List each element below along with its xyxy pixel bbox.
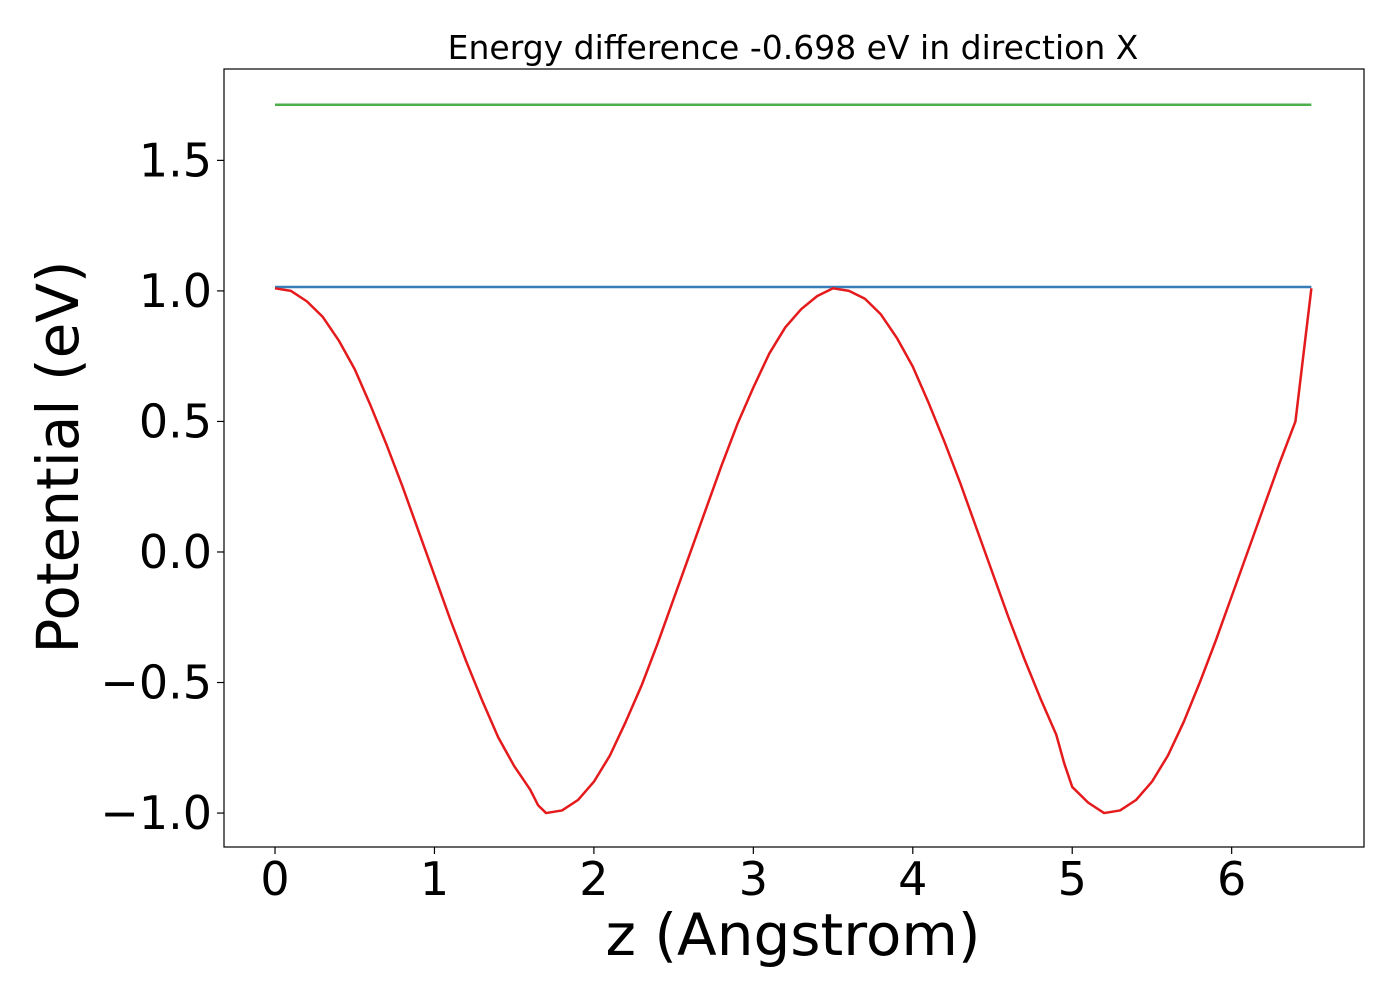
x-axis: 0 1 2 3 4 5 6 — [260, 847, 1246, 906]
y-tick-label: 0.5 — [139, 394, 212, 448]
plot-area — [223, 68, 1365, 848]
x-tick-label: 1 — [420, 852, 449, 906]
series-line-1 — [274, 287, 1313, 815]
x-tick-label: 2 — [579, 852, 608, 906]
y-axis: −1.0 −0.5 0.0 0.5 1.0 1.5 — [100, 133, 224, 840]
y-tick-label: 0.0 — [139, 525, 212, 579]
chart-title: Energy difference -0.698 eV in direction… — [448, 28, 1139, 67]
x-tick-label: 3 — [739, 852, 768, 906]
y-tick-label: −1.0 — [100, 786, 212, 840]
series-layer — [274, 103, 1313, 815]
x-axis-title: z (Angstrom) — [606, 901, 981, 969]
y-axis-title: Potential (eV) — [24, 260, 92, 653]
x-tick-label: 5 — [1058, 852, 1087, 906]
x-tick-label: 4 — [898, 852, 927, 906]
x-tick-label: 0 — [260, 852, 289, 906]
y-tick-label: 1.5 — [139, 133, 212, 187]
y-tick-label: 1.0 — [139, 264, 212, 318]
plot-frame — [223, 68, 1365, 848]
x-tick-label: 6 — [1217, 852, 1246, 906]
y-tick-label: −0.5 — [100, 656, 212, 710]
